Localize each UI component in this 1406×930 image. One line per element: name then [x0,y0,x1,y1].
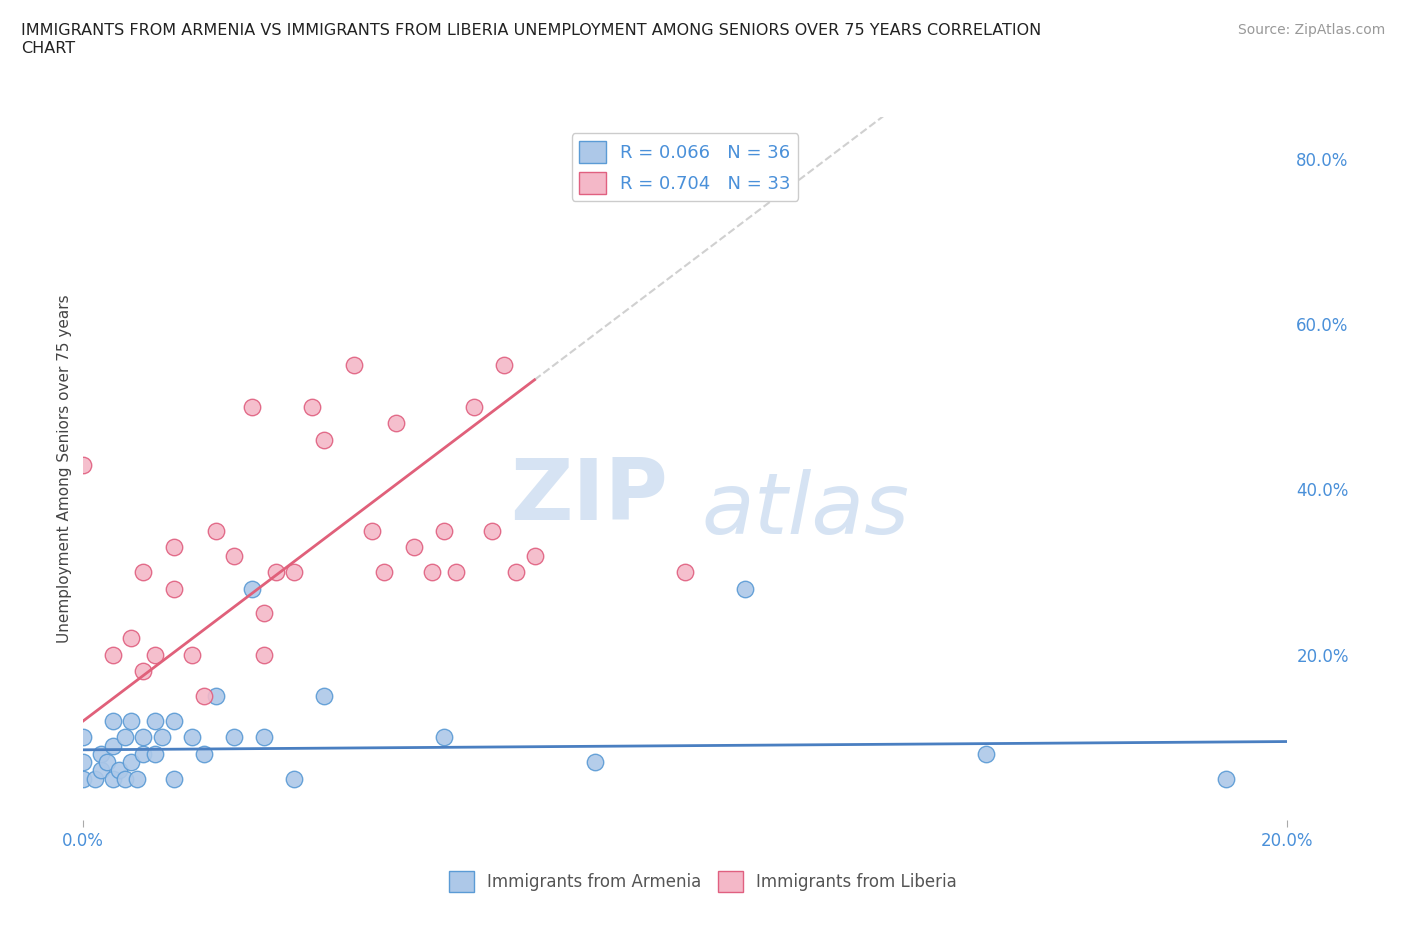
Point [481,524,503,538]
Point [132,730,155,745]
Point [180,730,202,745]
Point [103,713,125,728]
Point [204,688,226,703]
Point [108,763,131,777]
Point [420,565,443,579]
Point [132,747,155,762]
Point [96,755,118,770]
Point [264,565,287,579]
Point [84,771,107,786]
Point [222,548,245,563]
Point [145,647,167,662]
Point [114,771,136,786]
Text: ZIP: ZIP [510,456,668,538]
Point [162,539,184,554]
Point [162,581,184,596]
Text: IMMIGRANTS FROM ARMENIA VS IMMIGRANTS FROM LIBERIA UNEMPLOYMENT AMONG SENIORS OV: IMMIGRANTS FROM ARMENIA VS IMMIGRANTS FR… [21,23,1042,56]
Point [494,358,516,373]
Point [505,565,527,579]
Point [523,548,546,563]
Point [240,399,263,414]
Point [103,738,125,753]
Point [162,771,184,786]
Point [361,524,384,538]
Point [404,539,426,554]
Point [673,565,696,579]
Legend: R = 0.066   N = 36, R = 0.704   N = 33: R = 0.066 N = 36, R = 0.704 N = 33 [572,133,799,201]
Point [72,755,94,770]
Point [312,432,335,447]
Point [150,730,173,745]
Point [373,565,395,579]
Point [132,565,155,579]
Point [253,606,276,621]
Point [385,416,408,431]
Point [120,631,142,645]
Point [103,647,125,662]
Point [583,755,606,770]
Point [433,730,456,745]
Point [103,771,125,786]
Point [283,771,305,786]
Point [463,399,485,414]
Point [283,565,305,579]
Point [132,664,155,679]
Point [193,747,215,762]
Text: atlas: atlas [702,470,910,552]
Point [433,524,456,538]
Point [127,771,149,786]
Point [114,730,136,745]
Point [72,771,94,786]
Point [90,763,112,777]
Point [253,730,276,745]
Point [145,713,167,728]
Point [312,688,335,703]
Point [72,730,94,745]
Legend: Immigrants from Armenia, Immigrants from Liberia: Immigrants from Armenia, Immigrants from… [441,865,965,898]
Point [301,399,323,414]
Point [343,358,366,373]
Point [974,747,997,762]
Point [145,747,167,762]
Point [162,713,184,728]
Text: Source: ZipAtlas.com: Source: ZipAtlas.com [1237,23,1385,37]
Point [240,581,263,596]
Point [193,688,215,703]
Point [253,647,276,662]
Point [734,581,756,596]
Point [120,713,142,728]
Point [204,524,226,538]
Point [120,755,142,770]
Point [180,647,202,662]
Y-axis label: Unemployment Among Seniors over 75 years: Unemployment Among Seniors over 75 years [58,295,72,643]
Point [446,565,468,579]
Point [72,458,94,472]
Point [1215,771,1237,786]
Point [222,730,245,745]
Point [90,747,112,762]
